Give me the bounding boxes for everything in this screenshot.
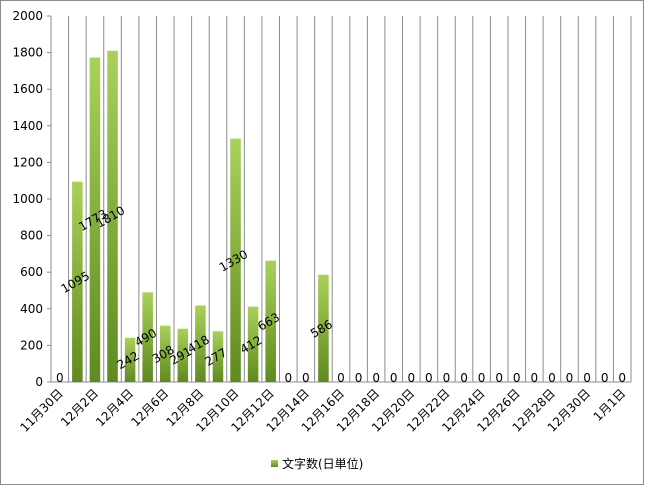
data-label: 0 bbox=[583, 371, 591, 385]
y-tick-label: 1800 bbox=[12, 46, 43, 60]
data-label: 0 bbox=[302, 371, 310, 385]
x-tick-label: 11月30日 bbox=[17, 386, 65, 434]
y-tick-label: 800 bbox=[20, 229, 43, 243]
x-tick-label: 12月2日 bbox=[58, 386, 101, 429]
data-label: 0 bbox=[601, 371, 609, 385]
data-label: 0 bbox=[495, 371, 503, 385]
bar bbox=[159, 325, 171, 382]
data-label: 0 bbox=[425, 371, 433, 385]
bar bbox=[89, 57, 101, 382]
y-tick-label: 1600 bbox=[12, 82, 43, 96]
bar bbox=[195, 305, 206, 382]
data-label: 0 bbox=[56, 371, 64, 385]
bar bbox=[177, 328, 189, 382]
data-label: 0 bbox=[372, 371, 380, 385]
data-label: 0 bbox=[548, 371, 556, 385]
data-labels: 0109517731810242490308291418277133041266… bbox=[56, 203, 626, 385]
bar bbox=[230, 138, 241, 382]
legend-label: 文字数(日単位) bbox=[282, 456, 363, 471]
bar bbox=[265, 260, 276, 382]
x-tick-label: 12月4日 bbox=[93, 386, 136, 429]
y-tick-label: 200 bbox=[20, 338, 43, 352]
y-tick-label: 0 bbox=[35, 375, 43, 389]
bar bbox=[247, 306, 259, 382]
data-label: 0 bbox=[618, 371, 626, 385]
legend: 文字数(日単位) bbox=[271, 456, 363, 471]
data-label: 0 bbox=[478, 371, 486, 385]
y-tick-label: 1000 bbox=[12, 192, 43, 206]
data-label: 0 bbox=[513, 371, 521, 385]
y-tick-label: 1400 bbox=[12, 119, 43, 133]
y-tick-label: 2000 bbox=[12, 9, 43, 23]
bar bbox=[72, 181, 83, 382]
x-tick-labels: 11月30日12月2日12月4日12月6日12月8日12月10日12月12日12… bbox=[17, 386, 628, 434]
data-label: 0 bbox=[407, 371, 415, 385]
y-tick-label: 400 bbox=[20, 302, 43, 316]
data-label: 0 bbox=[355, 371, 363, 385]
legend-swatch bbox=[271, 460, 278, 467]
x-tick-label: 1月1日 bbox=[591, 386, 629, 424]
bar bbox=[212, 331, 224, 382]
x-tick-label: 12月6日 bbox=[128, 386, 171, 429]
bar bbox=[107, 50, 118, 383]
data-label: 0 bbox=[337, 371, 345, 385]
data-label: 0 bbox=[390, 371, 398, 385]
data-label: 0 bbox=[566, 371, 574, 385]
bar bbox=[124, 337, 136, 382]
data-label: 0 bbox=[531, 371, 539, 385]
y-tick-label: 600 bbox=[20, 265, 43, 279]
y-tick-label: 1200 bbox=[12, 155, 43, 169]
data-label: 0 bbox=[460, 371, 468, 385]
bar bbox=[318, 274, 329, 382]
data-label: 0 bbox=[443, 371, 451, 385]
data-label: 0 bbox=[284, 371, 292, 385]
vertical-gridlines bbox=[50, 16, 632, 382]
bar bbox=[142, 292, 153, 382]
y-tick-labels: 0 200 400 600 800 1000 1200 1400 1600 1800 2000 bbox=[12, 9, 43, 389]
bars bbox=[72, 50, 329, 383]
